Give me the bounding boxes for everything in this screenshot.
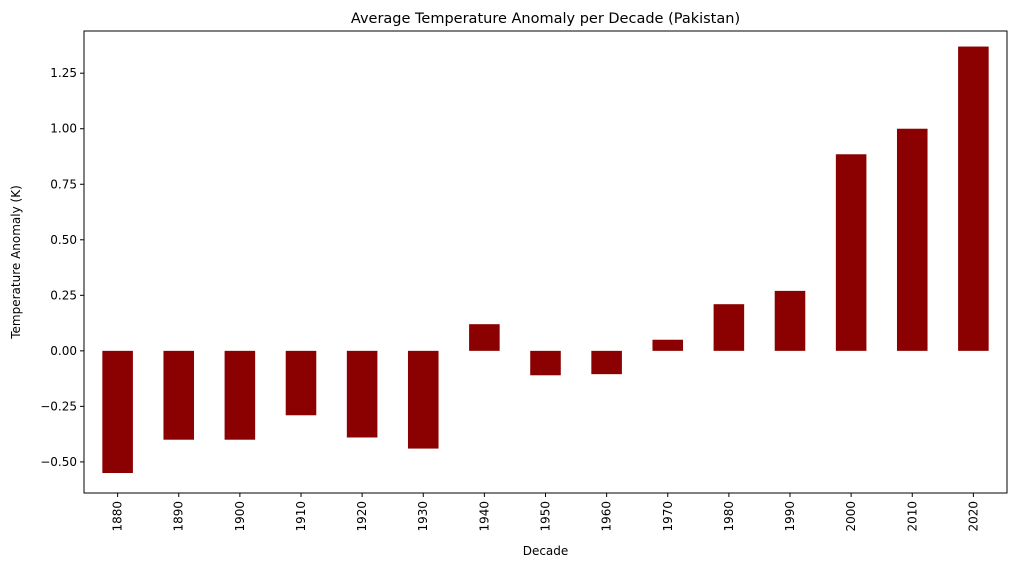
x-tick-label: 1960 [600,501,614,532]
bar-1880 [102,350,133,474]
bar-1890 [163,350,195,440]
bar-1910 [285,350,317,416]
y-tick-label: −0.50 [40,455,77,469]
bar-1980 [713,304,745,351]
y-axis: −0.50 −0.25 0.00 0.25 0.50 0.75 1.00 1.25 [40,66,84,469]
x-tick-label: 1910 [294,501,308,532]
x-tick-label: 1930 [416,501,430,532]
bar-1950 [530,350,561,376]
chart-title: Average Temperature Anomaly per Decade (… [351,11,740,27]
axes-frame [83,30,1008,494]
bar-1990 [774,290,806,351]
bar-2000 [835,154,867,351]
x-tick-label: 1920 [355,501,369,532]
bar-2020 [958,46,989,351]
x-axis: 1880 1890 1900 1910 1920 1930 1940 1950 1960 1970… [111,493,980,532]
bar-1970 [652,339,684,351]
bar-1960 [591,350,622,375]
bar-2010 [896,128,928,351]
bar-1900 [224,350,256,440]
y-axis-title: Temperature Anomaly (K) [9,185,23,340]
y-tick-label: 0.50 [50,233,77,247]
bars-group [102,46,989,474]
x-tick-label: 1940 [477,501,491,532]
y-tick-label: 0.75 [50,177,77,191]
x-tick-label: 2000 [844,501,858,532]
y-tick-label: 0.00 [50,344,77,358]
bar-1920 [346,350,378,438]
y-tick-label: 0.25 [50,288,77,302]
x-tick-label: 1950 [539,501,553,532]
bar-1940 [469,324,500,351]
x-tick-label: 2020 [966,501,980,532]
bar-1930 [407,350,439,449]
y-tick-label: 1.25 [50,66,77,80]
x-tick-label: 2010 [905,501,919,532]
x-axis-title: Decade [523,544,569,558]
y-tick-label: −0.25 [40,399,77,413]
x-tick-label: 1890 [172,501,186,532]
x-tick-label: 1900 [233,501,247,532]
x-tick-label: 1970 [661,501,675,532]
x-tick-label: 1880 [111,501,125,532]
x-tick-label: 1990 [783,501,797,532]
y-tick-label: 1.00 [50,122,77,136]
x-tick-label: 1980 [722,501,736,532]
